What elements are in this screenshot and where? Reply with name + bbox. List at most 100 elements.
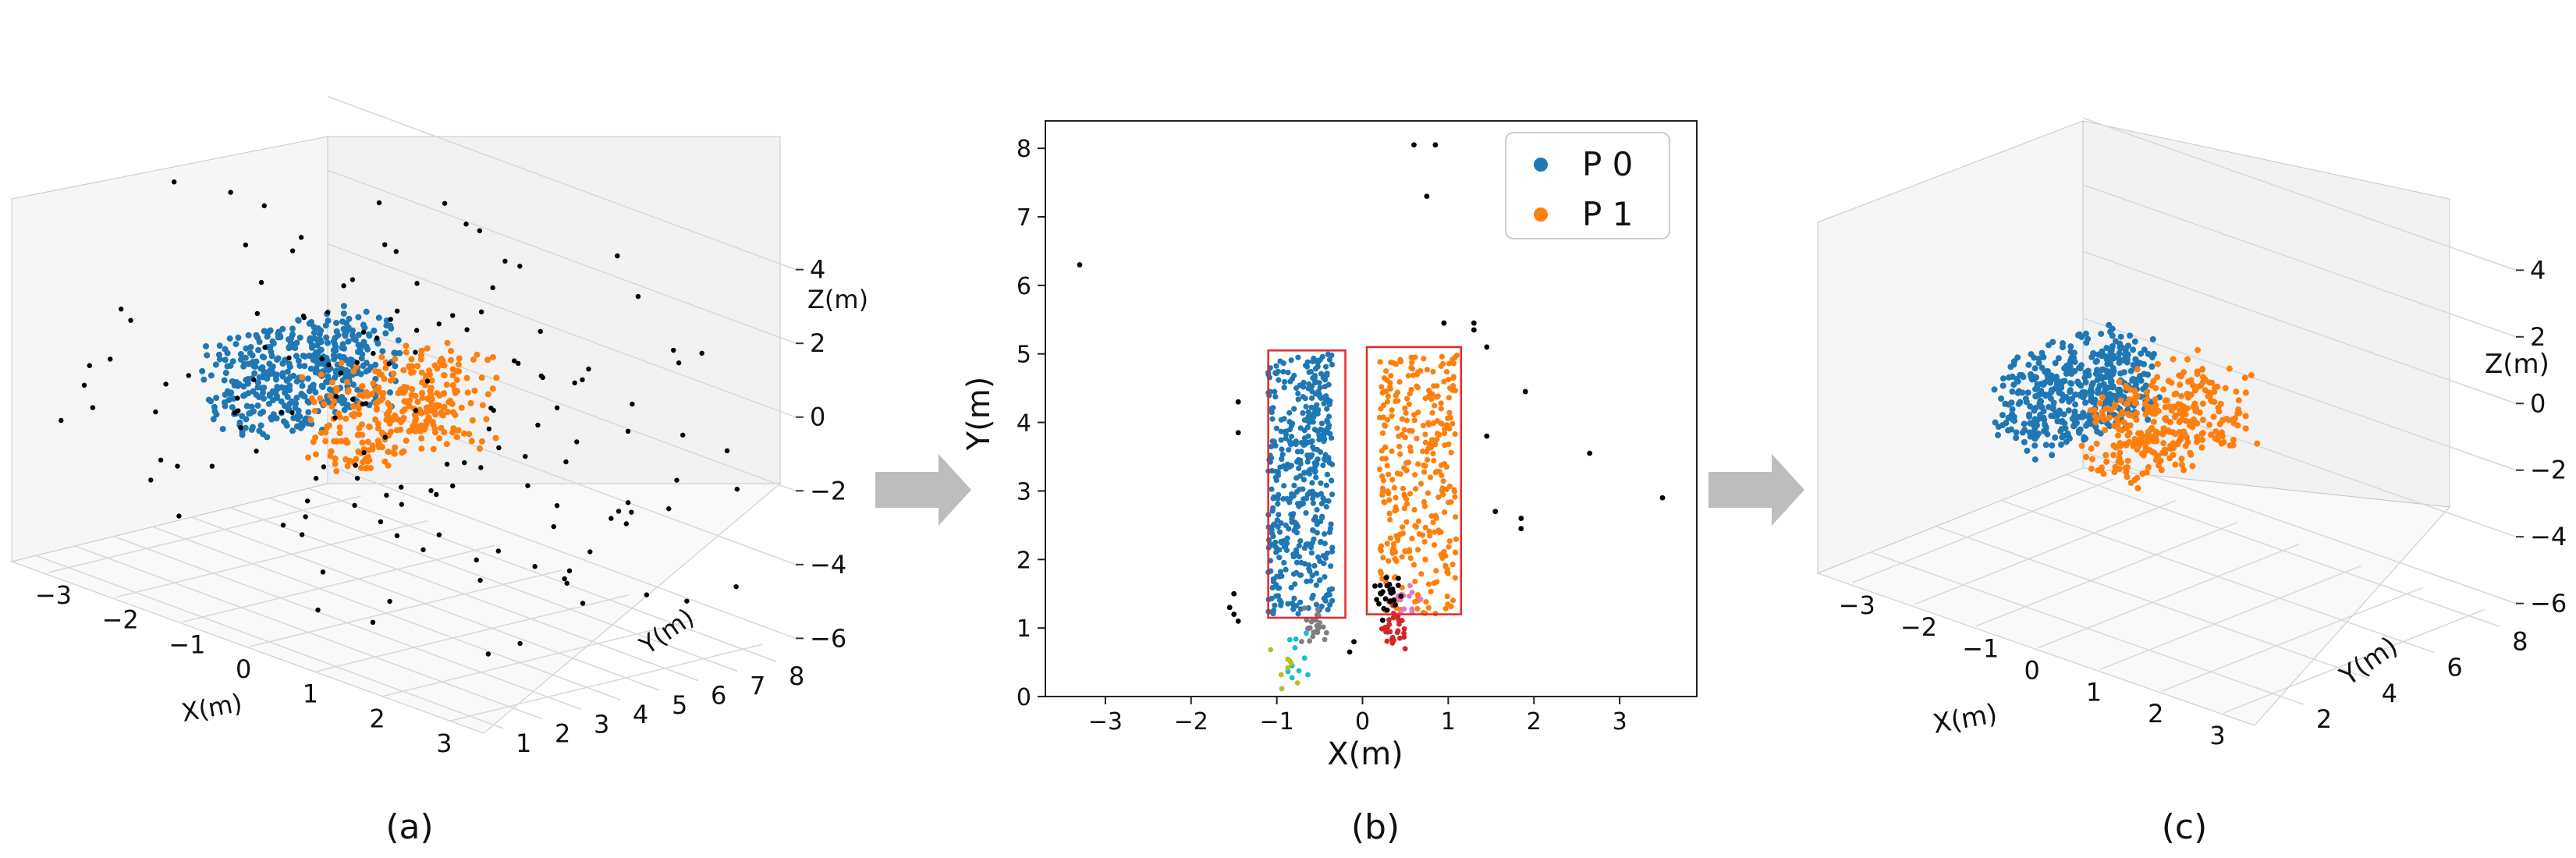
point-p0 bbox=[335, 353, 342, 360]
point-p1 bbox=[1435, 393, 1441, 399]
point-p0 bbox=[355, 332, 362, 339]
point-p0 bbox=[2027, 403, 2034, 410]
point-p1 bbox=[489, 385, 496, 392]
point-p1 bbox=[1421, 503, 1428, 509]
point-p0 bbox=[257, 365, 264, 372]
point-p0 bbox=[279, 370, 286, 377]
point-p1 bbox=[1403, 501, 1410, 507]
point-p0 bbox=[284, 386, 291, 393]
point-p1 bbox=[1449, 420, 1456, 427]
ylabel-b: Y(m) bbox=[961, 377, 997, 452]
point-p1 bbox=[1404, 395, 1410, 402]
point-p0 bbox=[1318, 501, 1325, 507]
point-noise bbox=[399, 502, 405, 507]
point-p1 bbox=[342, 415, 349, 422]
point-p0 bbox=[1295, 354, 1301, 360]
point-p0 bbox=[1325, 413, 1332, 420]
point-p1 bbox=[1442, 562, 1449, 569]
point-p1 bbox=[2142, 444, 2149, 451]
point-p0 bbox=[1297, 599, 1304, 605]
point-p0 bbox=[1300, 379, 1307, 385]
gridline bbox=[449, 644, 763, 722]
gridline bbox=[327, 95, 797, 271]
point-p1 bbox=[412, 392, 419, 399]
point-p0 bbox=[1275, 501, 1281, 507]
point-p1 bbox=[1386, 491, 1392, 497]
point-noise bbox=[254, 448, 259, 454]
point-p1 bbox=[2233, 388, 2240, 395]
point-p0 bbox=[349, 327, 356, 334]
point-p0 bbox=[2130, 346, 2137, 353]
point-p1 bbox=[378, 353, 385, 360]
point-p0 bbox=[1318, 603, 1325, 610]
point-other-cluster bbox=[1310, 633, 1316, 640]
point-p0 bbox=[1272, 388, 1278, 395]
point-p1 bbox=[1384, 463, 1390, 469]
point-p0 bbox=[1311, 427, 1318, 433]
point-p1 bbox=[399, 388, 406, 395]
point-p0 bbox=[2087, 388, 2094, 395]
point-p1 bbox=[419, 389, 426, 396]
point-p1 bbox=[1442, 430, 1448, 437]
point-p0 bbox=[2105, 384, 2112, 391]
point-p1 bbox=[321, 400, 328, 407]
x-tick-label: 3 bbox=[2209, 721, 2225, 750]
point-noise bbox=[1231, 590, 1237, 597]
point-p1 bbox=[436, 435, 443, 442]
point-p1 bbox=[1391, 484, 1398, 491]
point-noise bbox=[540, 374, 545, 381]
point-p1 bbox=[1434, 383, 1440, 389]
point-p0 bbox=[1291, 595, 1297, 601]
point-p0 bbox=[2059, 397, 2066, 404]
point-p1 bbox=[374, 399, 381, 406]
point-other-cluster bbox=[1378, 590, 1383, 597]
point-p0 bbox=[2052, 434, 2059, 441]
point-p0 bbox=[2057, 418, 2064, 425]
point-p1 bbox=[364, 438, 371, 445]
point-p1 bbox=[1411, 506, 1418, 513]
point-p0 bbox=[358, 355, 365, 362]
point-p0 bbox=[2032, 393, 2039, 400]
point-noise bbox=[413, 328, 420, 333]
point-p0 bbox=[213, 395, 220, 402]
point-p0 bbox=[1286, 526, 1292, 532]
point-p0 bbox=[2092, 370, 2099, 378]
point-p0 bbox=[199, 367, 206, 374]
point-p0 bbox=[256, 374, 263, 381]
point-p1 bbox=[1446, 544, 1452, 550]
point-p1 bbox=[336, 430, 343, 437]
point-p0 bbox=[2015, 400, 2022, 407]
x-tick-label: 3 bbox=[436, 729, 452, 758]
point-p0 bbox=[1315, 410, 1321, 417]
point-p1 bbox=[479, 402, 486, 409]
point-p0 bbox=[1273, 363, 1279, 369]
point-p1 bbox=[1443, 464, 1449, 470]
point-noise bbox=[289, 410, 295, 416]
point-other-cluster bbox=[1396, 617, 1401, 622]
point-p0 bbox=[306, 353, 313, 360]
point-p0 bbox=[1286, 410, 1293, 416]
point-p0 bbox=[2067, 388, 2074, 395]
point-p1 bbox=[2178, 456, 2185, 463]
point-noise bbox=[370, 619, 376, 626]
point-p0 bbox=[343, 328, 350, 335]
point-other-cluster bbox=[1289, 675, 1295, 681]
point-noise bbox=[1518, 526, 1524, 532]
point-p0 bbox=[2034, 381, 2041, 388]
point-p0 bbox=[1325, 424, 1332, 431]
point-p0 bbox=[304, 375, 311, 382]
x-tick-label-b: 0 bbox=[1355, 708, 1370, 736]
x-tick-label: −2 bbox=[1900, 612, 1937, 642]
point-p1 bbox=[392, 356, 399, 363]
point-p1 bbox=[359, 439, 366, 446]
point-p1 bbox=[389, 376, 396, 383]
point-noise bbox=[477, 577, 483, 583]
point-p0 bbox=[2068, 354, 2075, 361]
point-p1 bbox=[2083, 453, 2090, 460]
point-p1 bbox=[2124, 473, 2131, 480]
point-p1 bbox=[398, 419, 405, 426]
point-noise bbox=[325, 310, 331, 315]
point-p1 bbox=[1407, 427, 1413, 434]
point-p1 bbox=[2093, 440, 2100, 447]
